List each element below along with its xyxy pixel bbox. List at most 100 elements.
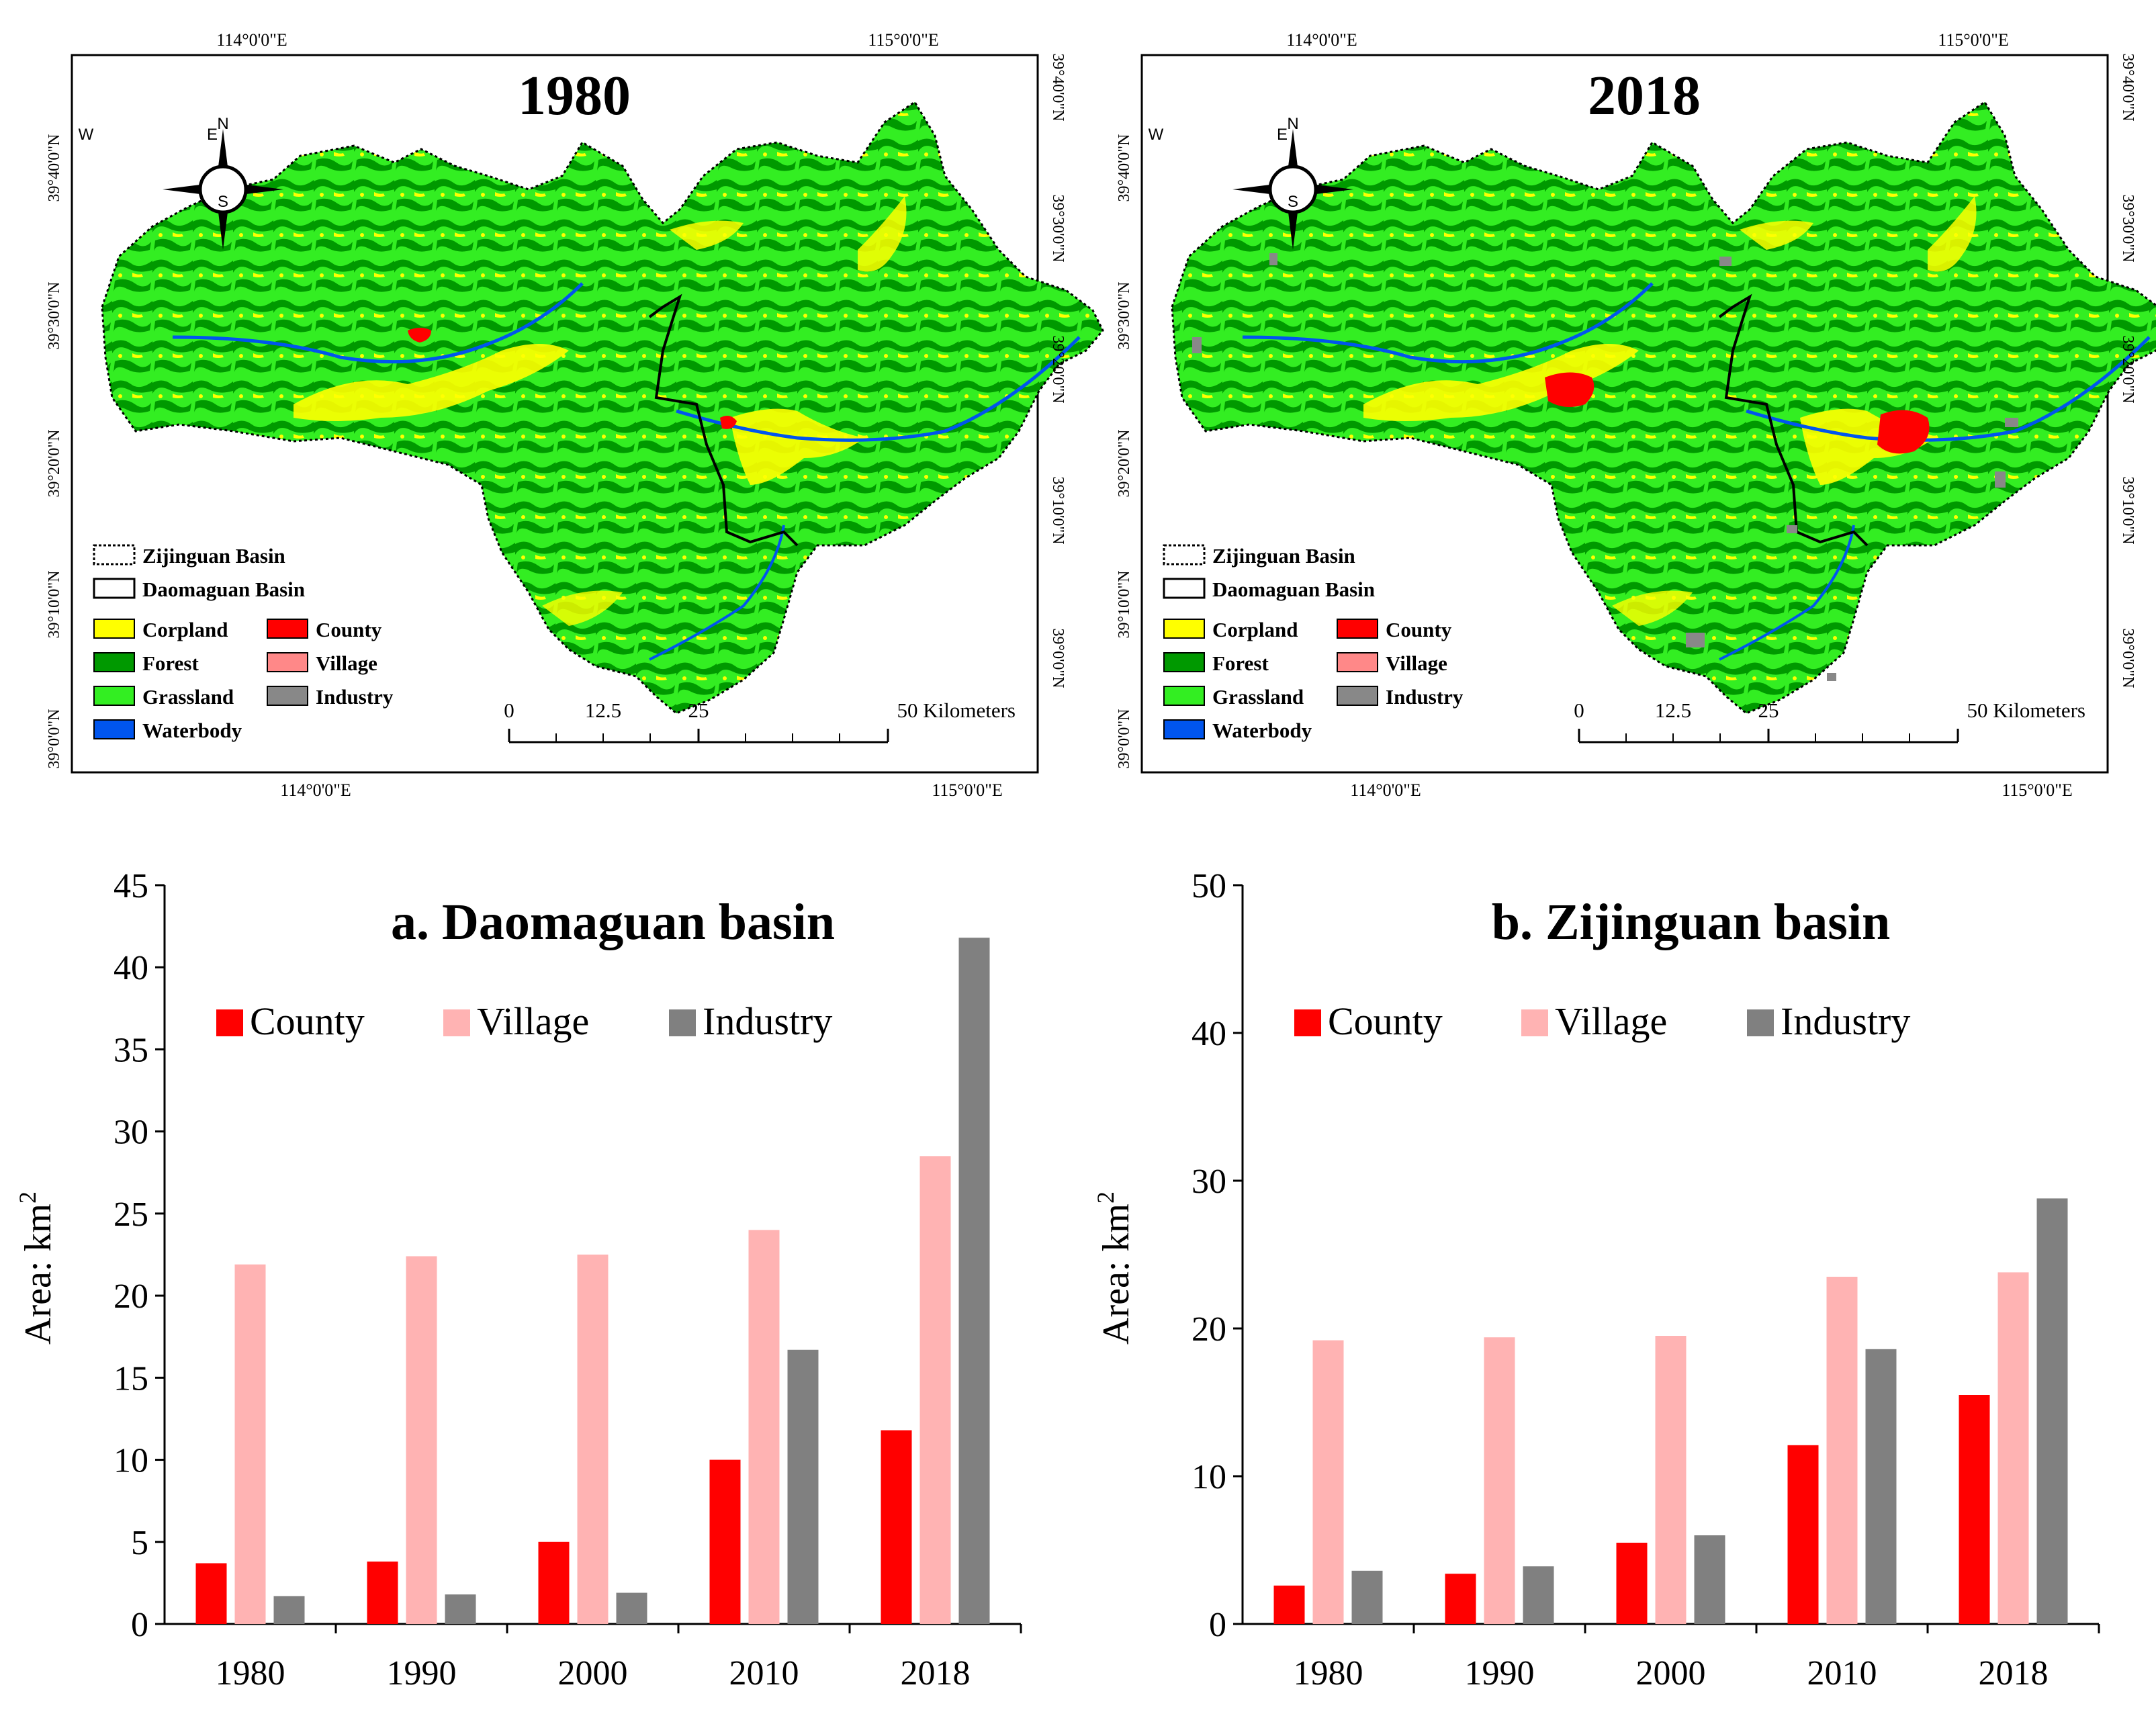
lon-label: 115°0'0"E bbox=[1938, 30, 2009, 50]
bar-county-2010 bbox=[1787, 1445, 1819, 1624]
y-tick-label: 10 bbox=[1192, 1458, 1226, 1496]
lon-label: 114°0'0"E bbox=[1350, 780, 1421, 800]
legend-label-county: County bbox=[250, 999, 365, 1043]
y-axis-label-superscript: 2 bbox=[14, 1191, 41, 1204]
lat-label: 39°40'0"N bbox=[2119, 53, 2137, 121]
scale-12-5: 12.5 bbox=[1655, 698, 1691, 722]
legend-swatch-county bbox=[1294, 1009, 1321, 1036]
y-tick-label: 20 bbox=[114, 1277, 148, 1316]
lat-label: 39°10'0"N bbox=[1116, 570, 1133, 638]
y-axis-label: Area: km2 bbox=[1092, 1191, 1137, 1345]
bar-village-1980 bbox=[234, 1264, 266, 1624]
legend-waterbody: Waterbody bbox=[142, 719, 242, 742]
x-tick-label: 1980 bbox=[216, 1654, 285, 1692]
lon-label: 115°0'0"E bbox=[2002, 780, 2073, 800]
bar-village-2000 bbox=[577, 1255, 609, 1624]
lon-label: 114°0'0"E bbox=[216, 30, 287, 50]
bar-county-2018 bbox=[881, 1430, 912, 1624]
legend-industry: Industry bbox=[316, 685, 394, 709]
scale-0: 0 bbox=[1574, 698, 1584, 722]
y-tick-label: 40 bbox=[114, 949, 148, 987]
lon-label: 114°0'0"E bbox=[1286, 30, 1357, 50]
legend-village: Village bbox=[1386, 651, 1447, 675]
lon-label: 114°0'0"E bbox=[280, 780, 351, 800]
y-tick-label: 50 bbox=[1192, 867, 1226, 905]
map-title: 2018 bbox=[1588, 64, 1701, 127]
lat-label: 39°20'0"N bbox=[46, 429, 63, 497]
y-tick-label: 0 bbox=[1209, 1606, 1226, 1644]
legend-label-industry: Industry bbox=[703, 999, 832, 1043]
legend-zijinguan: Zijinguan Basin bbox=[1212, 544, 1355, 568]
bar-industry-2018 bbox=[2036, 1198, 2068, 1624]
chart-zijinguan: 0 10 20 30 40 50 1980 1990 2000 2010 2018 b. Zijing… bbox=[1092, 867, 2100, 1692]
lat-label: 39°30'0"N bbox=[2119, 194, 2137, 262]
bar-county-2000 bbox=[538, 1541, 570, 1624]
bar-county-1980 bbox=[195, 1563, 227, 1624]
y-tick-label: 30 bbox=[114, 1114, 148, 1152]
bar-industry-1980 bbox=[1351, 1570, 1383, 1624]
lat-label: 39°20'0"N bbox=[2119, 335, 2137, 403]
x-tick-label: 2018 bbox=[1979, 1654, 2049, 1692]
y-tick-label: 0 bbox=[131, 1606, 148, 1644]
y-axis-label-text: Area: km bbox=[17, 1204, 59, 1345]
land-use-maps: 1980 114°0'0"E 115°0'0"E 114°0'0"E 115°0… bbox=[46, 30, 2156, 800]
bar-village-2018 bbox=[919, 1156, 951, 1624]
legend-corpland: Corpland bbox=[1212, 618, 1298, 641]
bar-industry-2000 bbox=[616, 1592, 647, 1624]
lat-label: 39°10'0"N bbox=[46, 570, 63, 638]
lon-label: 115°0'0"E bbox=[868, 30, 939, 50]
scale-12-5: 12.5 bbox=[585, 698, 621, 722]
legend-swatch-industry bbox=[669, 1009, 696, 1036]
y-axis-label-text: Area: km bbox=[1095, 1204, 1137, 1345]
legend-industry: Industry bbox=[1386, 685, 1464, 709]
bar-industry-2018 bbox=[958, 938, 990, 1624]
lat-label: 39°40'0"N bbox=[1116, 134, 1133, 201]
x-tick-label: 2010 bbox=[729, 1654, 799, 1692]
lat-label: 39°0'0"N bbox=[2119, 628, 2137, 688]
x-tick-label: 1980 bbox=[1294, 1654, 1363, 1692]
y-tick-label: 45 bbox=[114, 867, 148, 905]
bar-county-1990 bbox=[1445, 1574, 1476, 1624]
bar-village-2010 bbox=[1826, 1277, 1858, 1624]
legend-county: County bbox=[1386, 618, 1452, 641]
legend-corpland: Corpland bbox=[142, 618, 228, 641]
y-tick-label: 15 bbox=[114, 1359, 148, 1398]
lat-label: 39°20'0"N bbox=[1049, 335, 1067, 403]
compass-n: N bbox=[217, 115, 228, 133]
scale-0: 0 bbox=[504, 698, 514, 722]
compass-s: S bbox=[1288, 193, 1298, 211]
scale-50: 50 Kilometers bbox=[897, 698, 1016, 722]
y-axis-label-superscript: 2 bbox=[1092, 1191, 1119, 1204]
y-tick-label: 30 bbox=[1192, 1163, 1226, 1201]
legend-label-village: Village bbox=[1555, 999, 1667, 1043]
legend-label-county: County bbox=[1328, 999, 1443, 1043]
legend-swatch-industry bbox=[1747, 1009, 1774, 1036]
chart-title: b. Zijinguan basin bbox=[1492, 894, 1891, 950]
bar-village-2018 bbox=[1997, 1272, 2029, 1624]
lat-label: 39°0'0"N bbox=[1049, 628, 1067, 688]
scale-25: 25 bbox=[688, 698, 709, 722]
bar-village-1980 bbox=[1312, 1340, 1344, 1624]
lat-label: 39°30'0"N bbox=[1049, 194, 1067, 262]
bar-village-2010 bbox=[748, 1230, 780, 1624]
x-tick-label: 2010 bbox=[1807, 1654, 1877, 1692]
lat-label: 39°20'0"N bbox=[1116, 429, 1133, 497]
map-title: 1980 bbox=[518, 64, 631, 127]
lat-label: 39°0'0"N bbox=[46, 709, 63, 768]
legend-village: Village bbox=[316, 651, 377, 675]
scale-50: 50 Kilometers bbox=[1967, 698, 2086, 722]
lat-label: 39°10'0"N bbox=[2119, 476, 2137, 544]
legend-forest: Forest bbox=[142, 651, 199, 675]
legend-daomaguan: Daomaguan Basin bbox=[142, 578, 305, 601]
bar-industry-1980 bbox=[273, 1596, 305, 1624]
x-tick-label: 2000 bbox=[1636, 1654, 1706, 1692]
legend-waterbody: Waterbody bbox=[1212, 719, 1312, 742]
legend-daomaguan: Daomaguan Basin bbox=[1212, 578, 1375, 601]
x-tick-label: 2000 bbox=[558, 1654, 628, 1692]
compass-n: N bbox=[1287, 115, 1298, 133]
lat-label: 39°40'0"N bbox=[1049, 53, 1067, 121]
scale-25: 25 bbox=[1758, 698, 1779, 722]
lat-label: 39°10'0"N bbox=[1049, 476, 1067, 544]
y-axis-label: Area: km2 bbox=[14, 1191, 59, 1345]
compass-w: W bbox=[1149, 126, 1164, 144]
